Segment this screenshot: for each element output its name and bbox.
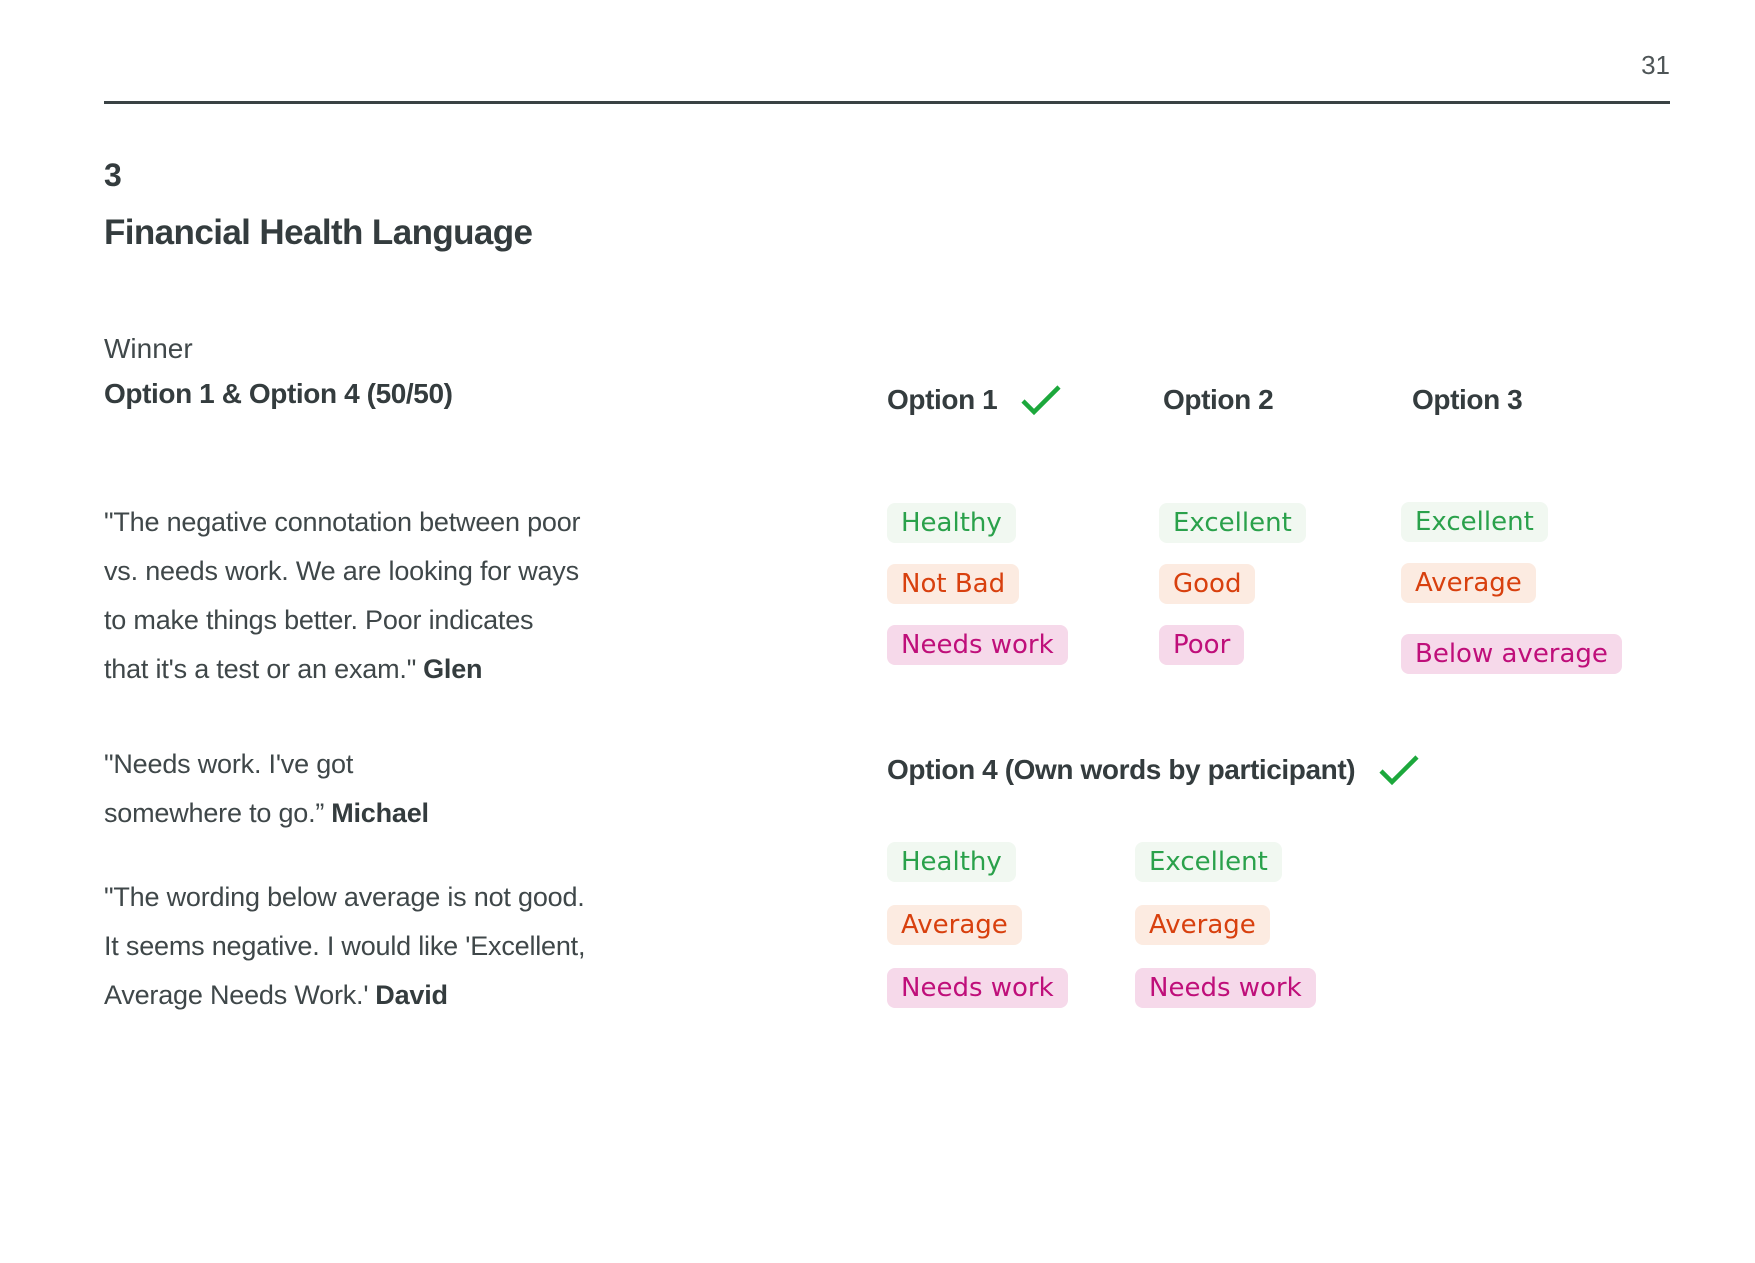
section-number: 3 <box>104 157 122 193</box>
option3-label: Option 3 <box>1412 384 1523 415</box>
option2-label: Option 2 <box>1163 384 1274 415</box>
option4-header: Option 4 (Own words by participant) <box>887 753 1420 787</box>
option1-pill-list: Healthy Not Bad Needs work <box>887 503 1068 665</box>
status-pill: Average <box>887 905 1022 945</box>
status-pill: Needs work <box>887 625 1068 665</box>
status-pill: Needs work <box>887 968 1068 1008</box>
quote-line: "The wording below average is not good. <box>104 882 585 912</box>
option4-label: Option 4 (Own words by participant) <box>887 754 1356 785</box>
quote-line: somewhere to go.” <box>104 798 325 828</box>
option4-pill-list-2: Excellent Average Needs work <box>1135 842 1316 1008</box>
quote-line: Average Needs Work.' <box>104 980 369 1010</box>
status-pill: Average <box>1401 563 1536 603</box>
status-pill: Excellent <box>1401 502 1548 542</box>
quote-line: that it's a test or an exam." <box>104 654 417 684</box>
option3-pill-list: Excellent Average Below average <box>1401 502 1622 674</box>
winner-value: Option 1 & Option 4 (50/50) <box>104 378 453 409</box>
quote-glen: "The negative connotation between poor v… <box>104 498 581 694</box>
quote-line: "The negative connotation between poor <box>104 507 581 537</box>
quote-david: "The wording below average is not good. … <box>104 873 585 1020</box>
page-title: Financial Health Language <box>104 213 533 252</box>
status-pill: Not Bad <box>887 564 1020 604</box>
quote-line: It seems negative. I would like 'Excelle… <box>104 931 586 961</box>
check-icon <box>1378 754 1420 786</box>
status-pill: Poor <box>1159 625 1245 665</box>
status-pill: Average <box>1135 905 1270 945</box>
check-icon <box>1020 384 1062 416</box>
quote-author: Michael <box>331 798 429 828</box>
option4-pill-list-1: Healthy Average Needs work <box>887 842 1068 1008</box>
status-pill: Excellent <box>1135 842 1282 882</box>
status-pill: Healthy <box>887 503 1016 543</box>
quote-author: Glen <box>423 654 483 684</box>
option3-header: Option 3 <box>1412 383 1523 417</box>
option2-header: Option 2 <box>1163 383 1274 417</box>
option1-label: Option 1 <box>887 384 998 415</box>
quote-line: to make things better. Poor indicates <box>104 605 534 635</box>
option2-pill-list: Excellent Good Poor <box>1159 503 1306 665</box>
option1-header: Option 1 <box>887 383 1062 417</box>
status-pill: Healthy <box>887 842 1016 882</box>
page-number: 31 <box>1641 50 1670 80</box>
quote-line: vs. needs work. We are looking for ways <box>104 556 579 586</box>
quote-michael: "Needs work. I've got somewhere to go.” M… <box>104 740 429 838</box>
quote-author: David <box>375 980 448 1010</box>
header-rule <box>104 101 1670 104</box>
status-pill: Excellent <box>1159 503 1306 543</box>
status-pill: Below average <box>1401 634 1622 674</box>
winner-label: Winner <box>104 333 193 364</box>
quote-line: "Needs work. I've got <box>104 749 354 779</box>
status-pill: Needs work <box>1135 968 1316 1008</box>
status-pill: Good <box>1159 564 1256 604</box>
